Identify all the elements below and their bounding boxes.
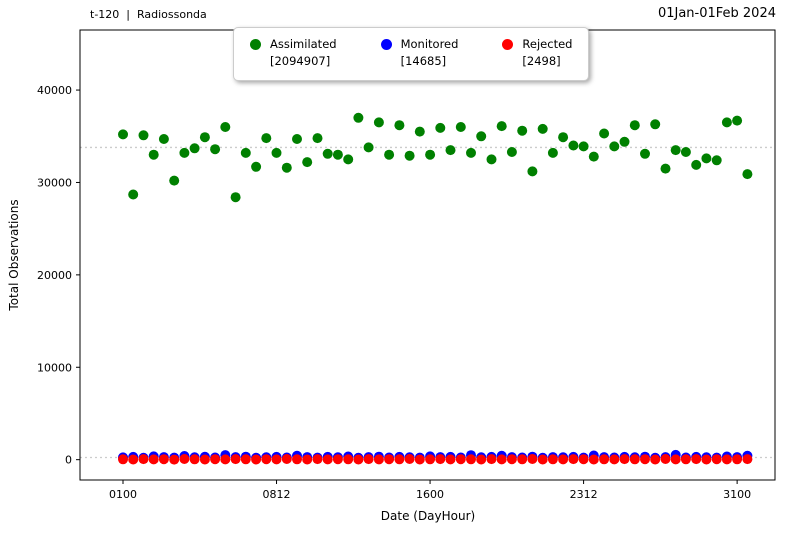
legend-item-monitored: Monitored [14685] (380, 36, 459, 71)
chart-legend: Assimilated [2094907] Monitored [14685] … (233, 27, 590, 81)
y-axis-label: Total Observations (7, 199, 21, 311)
legend-count-monitored: [14685] (400, 54, 447, 69)
svg-text:1600: 1600 (416, 488, 444, 501)
legend-label-monitored: Monitored (400, 37, 459, 51)
chart-date-range: 01Jan-01Feb 2024 (657, 6, 776, 21)
legend-label-rejected: Rejected (522, 37, 573, 51)
svg-text:20000: 20000 (37, 269, 72, 282)
assimilated-marker-icon (250, 39, 261, 50)
svg-text:3100: 3100 (723, 488, 751, 501)
legend-count-rejected: [2498] (522, 54, 561, 69)
legend-item-rejected: Rejected [2498] (502, 36, 572, 71)
x-axis-label: Date (DayHour) (380, 509, 476, 523)
svg-text:30000: 30000 (37, 176, 72, 189)
monitored-marker-icon (380, 39, 392, 50)
svg-text:40000: 40000 (37, 84, 72, 97)
legend-label-assimilated: Assimilated (270, 37, 337, 51)
svg-text:0100: 0100 (109, 488, 137, 501)
svg-text:0: 0 (65, 454, 72, 467)
chart-subtitle: t-120 | Radiossonda (90, 8, 207, 21)
svg-text:2312: 2312 (570, 488, 598, 501)
rejected-marker-icon (502, 39, 514, 50)
svg-text:0812: 0812 (263, 488, 291, 501)
legend-count-assimilated: [2094907] (270, 54, 331, 69)
svg-text:10000: 10000 (37, 361, 72, 374)
legend-item-assimilated: Assimilated [2094907] (250, 36, 337, 71)
